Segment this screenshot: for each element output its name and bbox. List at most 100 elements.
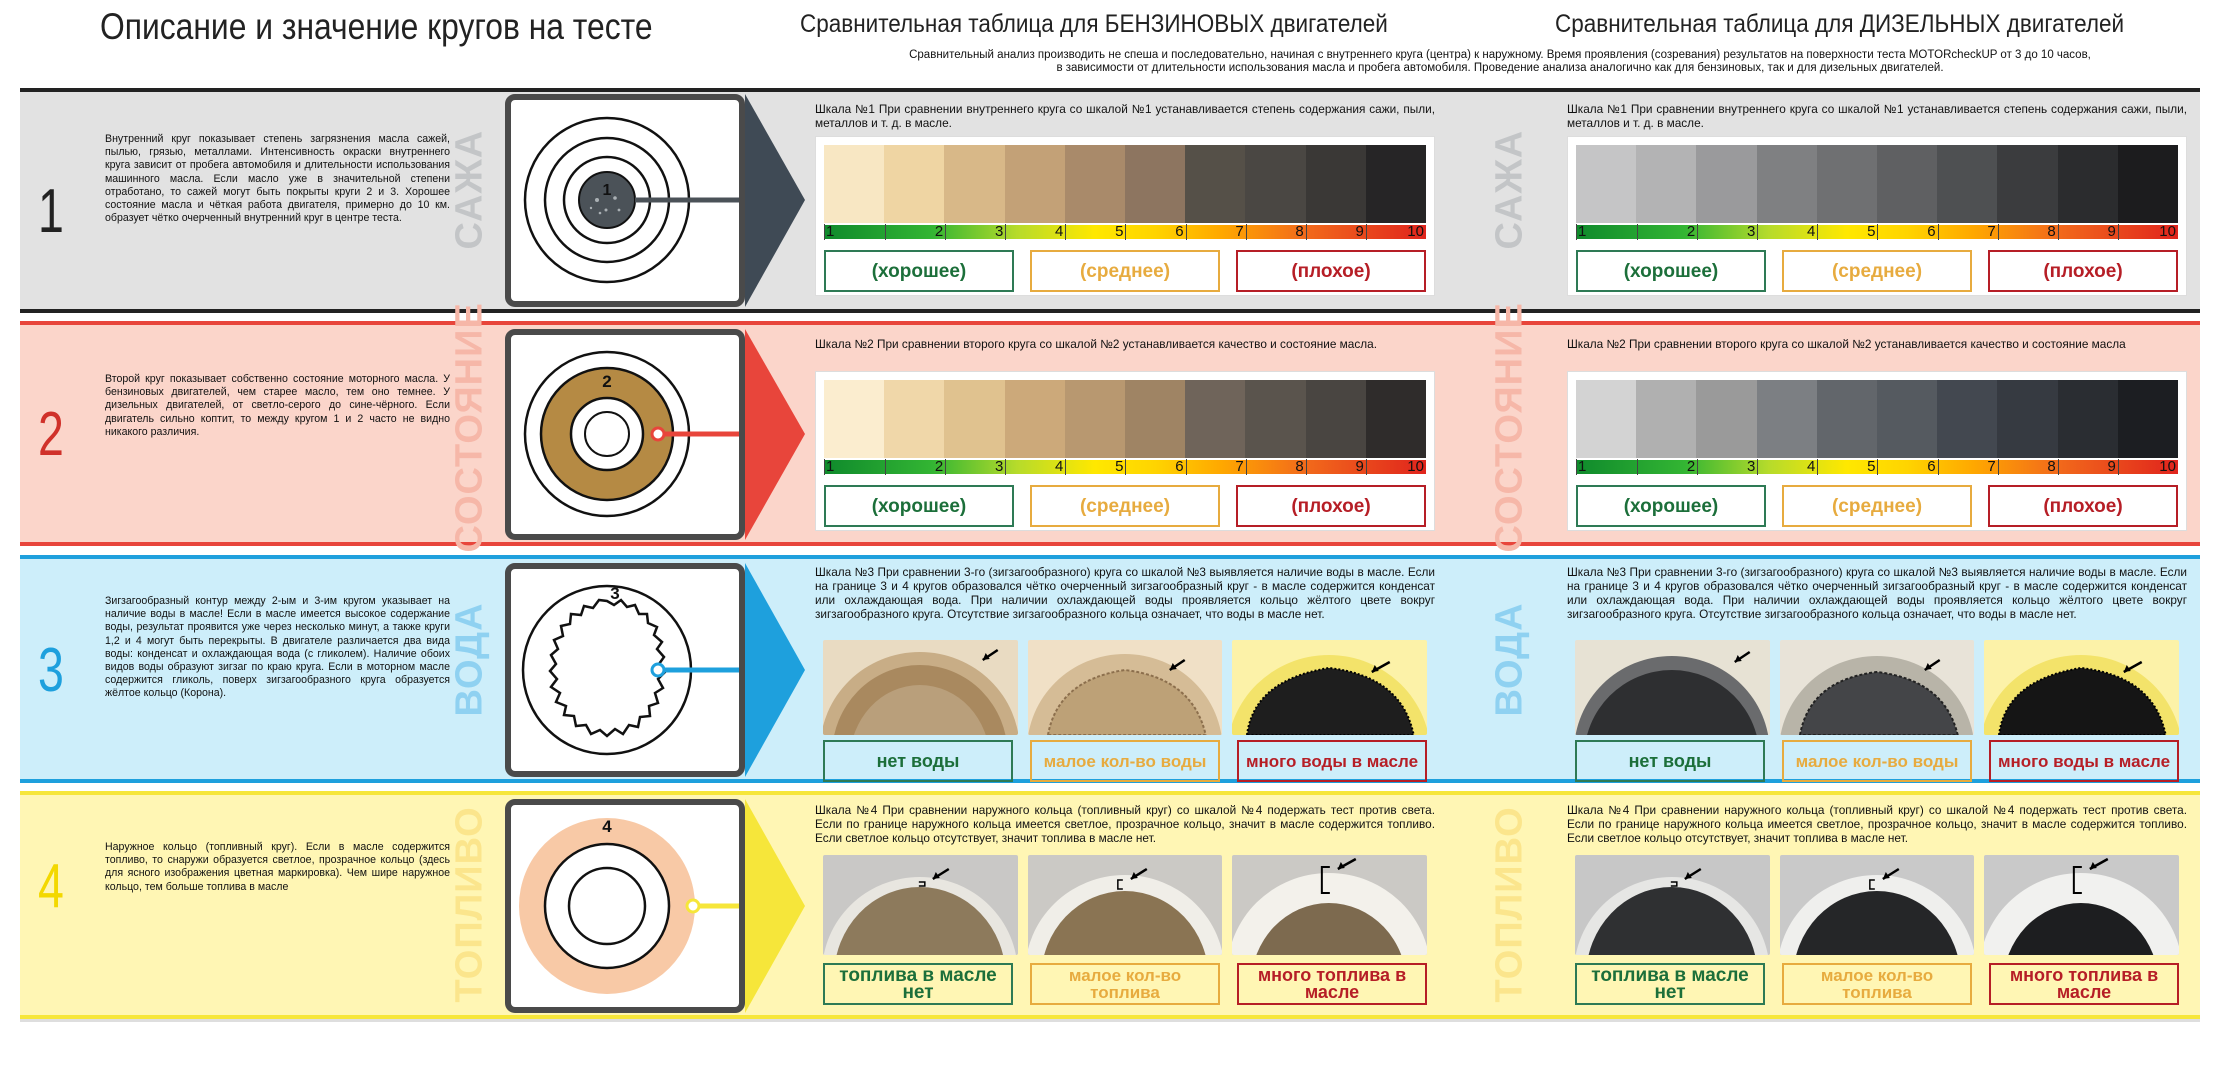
scale-tick: 5	[1065, 459, 1125, 475]
color-swatch	[1997, 380, 2058, 458]
test-circle-diagram: 3	[505, 563, 745, 777]
sample-photo-much-fuel	[1984, 855, 2180, 955]
scale-description: Шкала №3 При сравнении 3-го (зигзагообра…	[1567, 565, 2187, 621]
row-description: Второй круг показывает собственно состоя…	[105, 373, 450, 438]
circle-number-label: 1	[603, 182, 612, 199]
rating-good: (хорошее)	[824, 485, 1014, 527]
color-swatch	[1937, 145, 1998, 223]
rating-mid: (среднее)	[1782, 250, 1972, 292]
row-number: 3	[38, 636, 64, 705]
scale-tick: 3	[945, 224, 1005, 240]
rating-good: (хорошее)	[1576, 485, 1766, 527]
footer-divider	[20, 1019, 2200, 1022]
scale-tick: 3	[1697, 459, 1757, 475]
scale-tick: 2	[885, 459, 945, 475]
divider	[20, 542, 2200, 546]
severity-gradient	[1576, 225, 2178, 239]
rating-bad: (плохое)	[1236, 250, 1426, 292]
scale-tick: 5	[1065, 224, 1125, 240]
row-fuel: 4 Наружное кольцо (топливный круг). Если…	[20, 791, 2200, 1019]
color-swatch	[1185, 380, 1246, 458]
color-swatch	[1636, 145, 1697, 223]
row-description: Наружное кольцо (топливный круг). Если в…	[105, 841, 450, 893]
vertical-label: САЖА	[448, 129, 491, 250]
vertical-label-diesel: СОСТОЯНИЕ	[1488, 302, 1531, 553]
color-swatch	[824, 380, 885, 458]
scale-tick: 6	[1877, 459, 1937, 475]
rating-good: топлива в масле нет	[1575, 963, 1765, 1005]
subtitle-line-2: в зависимости от длительности использова…	[1056, 62, 1944, 74]
divider	[20, 555, 2200, 559]
color-swatch	[1756, 145, 1817, 223]
scale-tick: 5	[1817, 459, 1877, 475]
rating-bad: (плохое)	[1236, 485, 1426, 527]
rating-good: нет воды	[823, 740, 1013, 782]
vertical-label: СОСТОЯНИЕ	[448, 302, 491, 553]
color-swatch	[1636, 380, 1697, 458]
petrol-table-title: Сравнительная таблица для БЕНЗИНОВЫХ дви…	[800, 10, 1388, 38]
rating-labels: нет воды малое кол-во воды много воды в …	[823, 740, 1427, 782]
color-swatch	[1576, 380, 1637, 458]
scale-tick: 8	[1997, 459, 2058, 475]
divider	[20, 321, 2200, 325]
color-swatch	[824, 145, 885, 223]
diesel-scale-2: Шкала №2 При сравнении второго круга со …	[1567, 337, 2187, 531]
scale-tick: 10	[1365, 459, 1426, 475]
row-description: Зигзагообразный контур между 2-ым и 3-им…	[105, 595, 450, 700]
sample-photo-little-fuel	[1779, 855, 1975, 955]
scale-tick: 2	[1637, 224, 1697, 240]
sample-photo-little-fuel	[1027, 855, 1223, 955]
circle-number-label: 3	[610, 584, 619, 603]
rating-labels: топлива в масле нет малое кол-во топлива…	[1575, 963, 2179, 1005]
sample-photos	[1575, 640, 2180, 735]
scale-tick: 7	[1185, 459, 1246, 475]
rating-mid: малое кол-во топлива	[1782, 963, 1972, 1005]
color-scale: 1 2 3 4 5 6 7 8 9 10 (хорошее) (среднее) (плохое)	[815, 371, 1435, 531]
scale-tick: 6	[1125, 459, 1185, 475]
scale-tick: 2	[885, 224, 945, 240]
scale-tick: 7	[1937, 224, 1998, 240]
rating-bad: много топлива в масле	[1237, 963, 1427, 1005]
scale-ticks: 1 2 3 4 5 6 7 8 9 10	[824, 224, 1426, 240]
color-swatch	[2057, 145, 2118, 223]
color-swatch	[2117, 380, 2179, 458]
color-swatch	[1937, 380, 1998, 458]
test-circle-diagram: 2	[505, 329, 745, 540]
color-swatch	[1877, 380, 1938, 458]
sample-photo-much-fuel	[1232, 855, 1428, 955]
scale-tick: 9	[2057, 224, 2118, 240]
scale-ticks: 1 2 3 4 5 6 7 8 9 10	[824, 459, 1426, 475]
rating-mid: (среднее)	[1782, 485, 1972, 527]
rating-labels: (хорошее) (среднее) (плохое)	[1576, 485, 2178, 527]
color-swatch	[1756, 380, 1817, 458]
rating-good: топлива в масле нет	[823, 963, 1013, 1005]
scale-ticks: 1 2 3 4 5 6 7 8 9 10	[1576, 459, 2178, 475]
rating-mid: (среднее)	[1030, 250, 1220, 292]
color-swatch	[1245, 380, 1306, 458]
color-scale: 1 2 3 4 5 6 7 8 9 10 (хорошее) (среднее) (плохое)	[815, 136, 1435, 296]
scale-description: Шкала №1 При сравнении внутреннего круга…	[815, 102, 1435, 130]
photo-scale: топлива в масле нет малое кол-во топлива…	[815, 855, 1435, 1015]
scale-tick: 10	[2117, 224, 2178, 240]
color-swatch	[1064, 145, 1126, 223]
scale-tick: 4	[1005, 224, 1065, 240]
vertical-label: ТОПЛИВО	[448, 806, 491, 1003]
color-swatch	[1576, 145, 1637, 223]
vertical-label-diesel: САЖА	[1488, 129, 1531, 250]
row-soot: 1 Внутренний круг показывает степень заг…	[20, 88, 2200, 313]
sample-photo-no-fuel	[823, 855, 1018, 955]
arrow-pointer	[745, 94, 805, 307]
scale-description: Шкала №4 При сравнении наружного кольца …	[815, 803, 1435, 845]
scale-tick: 9	[1305, 224, 1366, 240]
color-swatch	[1305, 380, 1366, 458]
vertical-label: ВОДА	[448, 602, 491, 717]
subtitle-line-1: Сравнительный анализ производить не спеш…	[909, 49, 2091, 61]
rating-good: (хорошее)	[1576, 250, 1766, 292]
divider	[20, 309, 2200, 313]
rating-mid: малое кол-во топлива	[1030, 963, 1220, 1005]
severity-gradient	[1576, 460, 2178, 474]
rating-mid: (среднее)	[1030, 485, 1220, 527]
sample-photo-no-water	[1575, 640, 1770, 735]
petrol-scale-3: Шкала №3 При сравнении 3-го (зигзагообра…	[815, 565, 1435, 782]
color-swatches	[1576, 380, 2179, 458]
